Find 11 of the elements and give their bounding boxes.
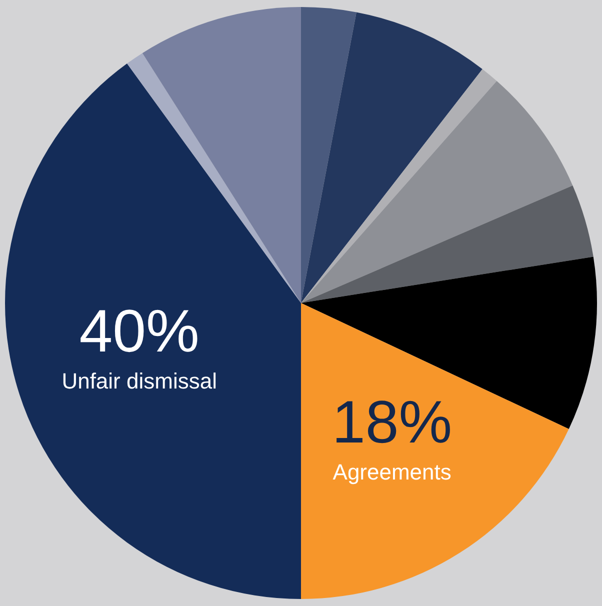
pie-slice [142, 7, 301, 303]
pie-slice [301, 185, 594, 303]
data-label: 40% [79, 298, 200, 365]
slice-label: Unfair dismissal [62, 368, 217, 394]
pie-slice [301, 7, 356, 303]
pie-slice [6, 64, 301, 599]
pie-slice [301, 80, 573, 303]
pie-slice [301, 303, 569, 599]
slice-label: Agreements [332, 460, 452, 485]
pie-slice [301, 12, 482, 303]
data-label: 18% [332, 388, 452, 456]
